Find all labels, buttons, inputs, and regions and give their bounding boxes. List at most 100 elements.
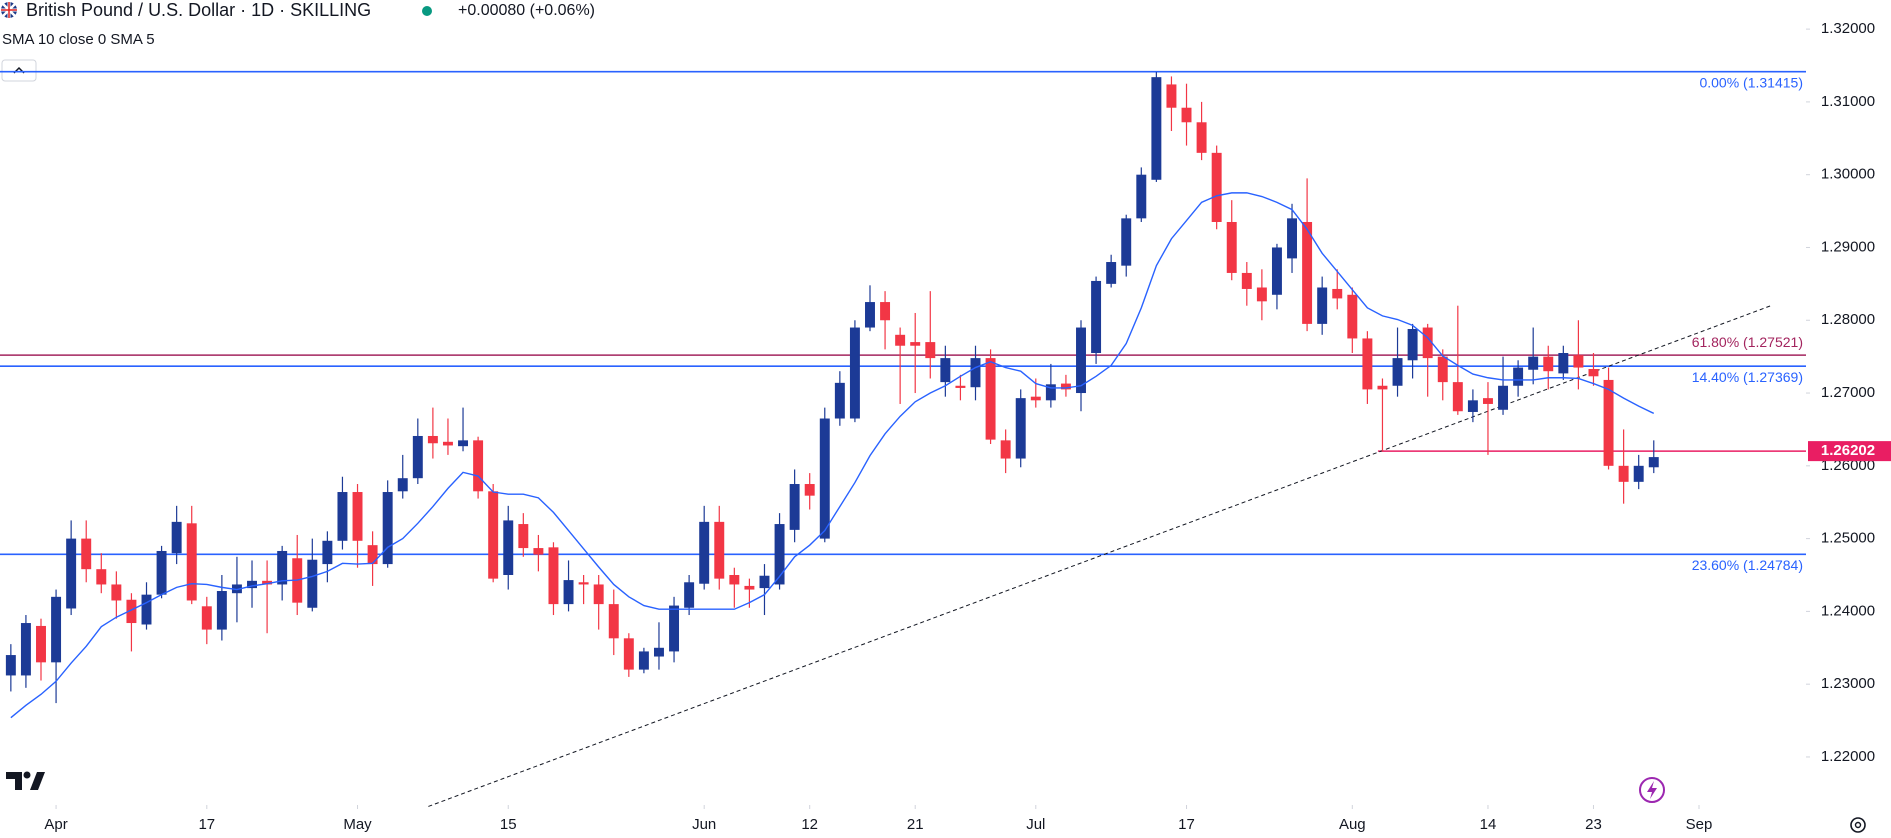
candle-body — [714, 521, 725, 579]
candle-body — [488, 491, 499, 579]
candle-body — [699, 521, 710, 584]
candle-body — [1060, 383, 1071, 390]
candle-body — [654, 647, 664, 657]
collapse-button[interactable] — [1, 59, 37, 82]
x-tick-label: 17 — [198, 816, 215, 833]
level-label: 23.60% (1.24784) — [1692, 557, 1803, 573]
candle-body — [1573, 355, 1584, 368]
candle-body — [880, 302, 891, 321]
x-tick-label: Jun — [692, 816, 716, 833]
candle-body — [397, 478, 408, 492]
indicator-legend: SMA 10 close 0 SMA 5 — [2, 31, 155, 48]
x-tick-label: 21 — [907, 816, 924, 833]
candle-body — [1136, 174, 1147, 219]
level-label: 61.80% (1.27521) — [1692, 334, 1803, 350]
candle-body — [563, 580, 574, 605]
candle-body — [216, 591, 227, 630]
candle-body — [623, 638, 634, 670]
candle-body — [1241, 272, 1252, 289]
candle-body — [427, 435, 438, 444]
y-tick-label: 1.31000 — [1821, 93, 1875, 110]
plot-area: 1.32000 1.31000 1.30000 1.29000 1.28000 1.270… — [0, 20, 1891, 833]
flag-icon — [1, 2, 17, 18]
candle-body — [141, 594, 152, 625]
level-label: 14.40% (1.27369) — [1692, 369, 1803, 385]
x-tick-label: 15 — [500, 816, 517, 833]
x-tick-label: Aug — [1339, 816, 1366, 833]
y-tick-label: 1.25000 — [1821, 530, 1875, 547]
candle-body — [910, 342, 921, 346]
candle-body — [1513, 367, 1524, 386]
candle-body — [442, 441, 453, 446]
candle-body — [608, 604, 619, 639]
x-tick-label: Apr — [44, 816, 67, 833]
candle-body — [955, 385, 966, 388]
candle-body — [322, 540, 333, 565]
y-tick-label: 1.29000 — [1821, 238, 1875, 255]
candle-body — [1422, 327, 1433, 359]
candle-body — [1528, 356, 1539, 370]
candle-body — [1362, 338, 1373, 390]
candle-body — [669, 605, 680, 652]
y-tick-label: 1.24000 — [1821, 602, 1875, 619]
candle-body — [1106, 262, 1117, 284]
candle-body — [985, 358, 996, 440]
candle-body — [1317, 287, 1328, 324]
candle-body — [1482, 398, 1493, 404]
price-label: 1.26202 — [1821, 442, 1875, 459]
candle-body — [503, 520, 514, 575]
x-tick-label: 14 — [1480, 816, 1497, 833]
settings-button[interactable] — [1850, 817, 1866, 833]
x-tick-label: 12 — [801, 816, 818, 833]
candle-body — [1271, 247, 1282, 295]
candle-body — [1151, 77, 1162, 180]
candle-body — [849, 327, 860, 419]
candle-body — [789, 484, 800, 530]
lightning-button[interactable] — [1639, 777, 1665, 803]
candle-body — [970, 358, 981, 388]
candle-body — [51, 596, 62, 663]
candle-body — [1015, 398, 1026, 459]
candle-body — [865, 302, 875, 328]
price-label-box — [1808, 441, 1891, 462]
candle-body — [1181, 107, 1192, 123]
candle-body — [1392, 358, 1403, 386]
x-tick-label: 17 — [1178, 816, 1195, 833]
candle-body — [412, 435, 423, 479]
candle-body — [759, 575, 770, 589]
candle-body — [96, 569, 107, 585]
candle-body — [684, 582, 695, 608]
candle-body — [1633, 465, 1644, 482]
candle-body — [593, 584, 604, 605]
price-change: +0.00080 (+0.06%) — [458, 2, 595, 19]
candle-body — [186, 523, 197, 601]
candle-body — [1618, 465, 1629, 482]
y-tick-label: 1.32000 — [1821, 20, 1875, 37]
candle-body — [1030, 396, 1041, 401]
candle-body — [277, 550, 288, 585]
x-tick-label: May — [343, 816, 372, 833]
candle-body — [1332, 288, 1343, 299]
candle-body — [247, 580, 257, 589]
candle-body — [1256, 287, 1267, 302]
candle-body — [231, 584, 242, 594]
candle-body — [940, 358, 951, 383]
candle-body — [1377, 385, 1388, 390]
candle-body — [925, 342, 936, 359]
candle-body — [156, 550, 167, 595]
candle-body — [126, 599, 137, 624]
candle-body — [1000, 440, 1011, 459]
y-tick-label: 1.22000 — [1821, 748, 1875, 765]
trendline — [428, 304, 1774, 807]
candle-body — [1603, 379, 1614, 466]
candle-body — [201, 606, 212, 630]
candle-body — [774, 524, 785, 585]
candle-body — [533, 548, 544, 555]
candle-body — [5, 655, 16, 676]
candle-body — [1452, 382, 1463, 412]
candle-body — [1498, 385, 1509, 410]
candle-body — [1226, 221, 1237, 273]
candle-body — [111, 584, 122, 601]
